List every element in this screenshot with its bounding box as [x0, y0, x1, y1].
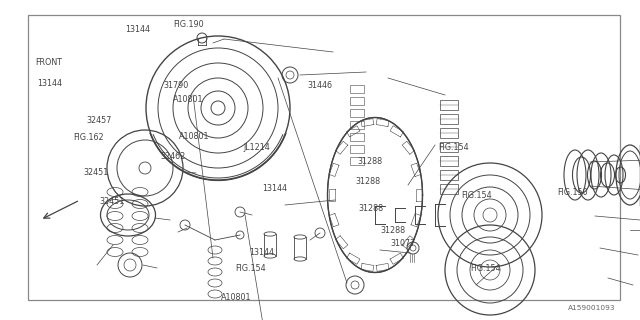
Text: FIG.190: FIG.190	[173, 20, 204, 28]
Text: FIG.154: FIG.154	[236, 264, 266, 273]
Bar	[440, 184, 458, 194]
Bar	[350, 133, 364, 141]
Bar	[440, 100, 458, 110]
Bar	[440, 142, 458, 152]
Text: FIG.154: FIG.154	[438, 143, 469, 152]
Text: 32451: 32451	[83, 168, 108, 177]
Bar	[440, 156, 458, 166]
Bar	[350, 145, 364, 153]
Text: A10801: A10801	[179, 132, 210, 140]
Text: FRONT: FRONT	[35, 58, 62, 67]
Text: 31446: 31446	[307, 81, 332, 90]
Text: 13144: 13144	[37, 79, 62, 88]
Text: 32451: 32451	[99, 197, 124, 206]
Bar	[28, 15, 620, 300]
Text: 32457: 32457	[86, 116, 112, 125]
Text: FIG.150: FIG.150	[557, 188, 588, 196]
Text: 31790: 31790	[163, 81, 188, 90]
Text: 32462: 32462	[160, 152, 185, 161]
Text: 13144: 13144	[262, 184, 287, 193]
Text: 31288: 31288	[355, 177, 380, 186]
Text: FIG.154: FIG.154	[461, 191, 492, 200]
Text: FIG.162: FIG.162	[74, 133, 104, 142]
Bar	[350, 121, 364, 129]
Text: 13144: 13144	[250, 248, 275, 257]
Text: A159001093: A159001093	[568, 305, 615, 311]
Text: 13144: 13144	[125, 25, 150, 34]
Text: FIG.154: FIG.154	[470, 264, 501, 273]
Bar	[350, 109, 364, 117]
Text: 31288: 31288	[357, 157, 382, 166]
Text: JL1214: JL1214	[243, 143, 270, 152]
Bar	[350, 97, 364, 105]
Text: A10801: A10801	[173, 95, 204, 104]
Bar	[440, 170, 458, 180]
Bar	[350, 157, 364, 165]
Bar	[440, 128, 458, 138]
Text: A10801: A10801	[221, 293, 252, 302]
Text: 31288: 31288	[358, 204, 383, 212]
Text: 31077: 31077	[390, 239, 415, 248]
Bar	[350, 85, 364, 93]
Bar	[440, 114, 458, 124]
Text: 31288: 31288	[381, 226, 406, 235]
